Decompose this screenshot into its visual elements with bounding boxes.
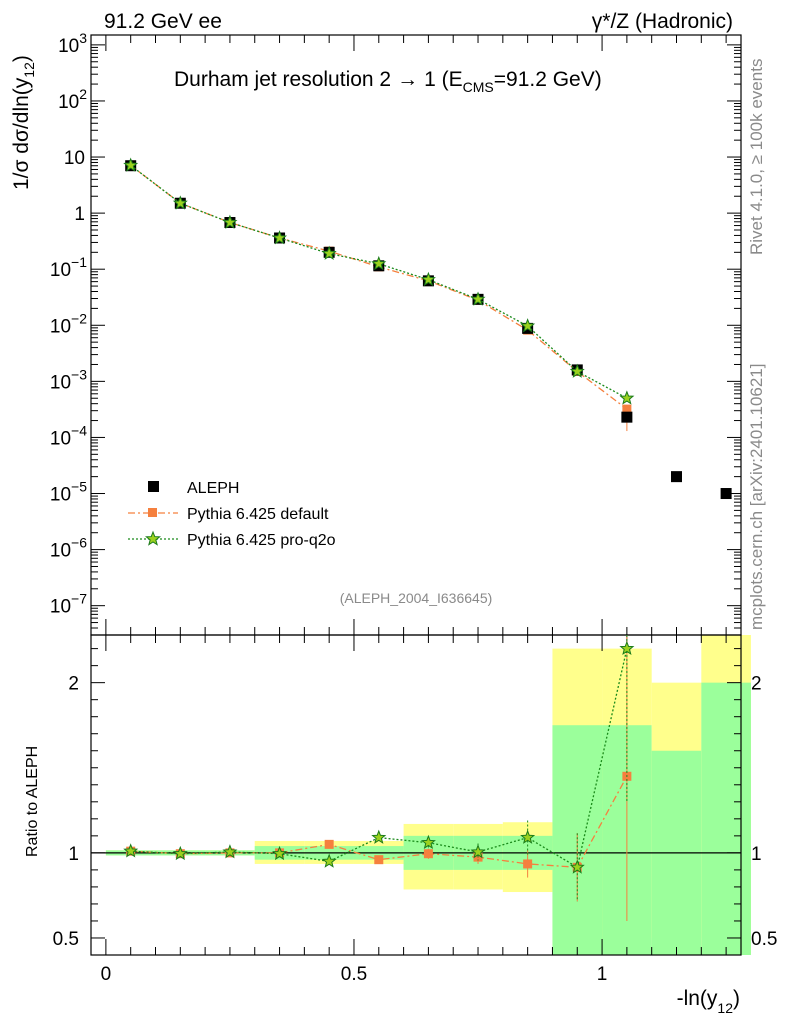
proq2o-point: [172, 195, 188, 210]
proq2o-point: [619, 390, 635, 405]
ratio-band-inner: [701, 682, 751, 955]
ratio-y-tick-label: 2: [68, 674, 79, 695]
x-tick-label: 0: [101, 964, 112, 985]
ratio-y-tick-label: 0.5: [751, 929, 777, 950]
ratio-proq2o-point: [619, 640, 635, 655]
legend-proq2o-marker: [145, 530, 161, 546]
ratio-y-tick-label: 2: [751, 674, 762, 695]
ratio-y-tick-label: 1: [68, 844, 79, 865]
proq2o-point: [470, 291, 486, 306]
legend: ALEPH Pythia 6.425 default Pythia 6.425 …: [128, 480, 336, 549]
main-ylabel: 1/σ dσ/dln(y12): [10, 55, 37, 190]
ratio-ylabel: Ratio to ALEPH: [24, 746, 41, 857]
main-y-tick-label: 102: [58, 86, 87, 113]
ratio-default-point: [374, 855, 384, 865]
main-y-tick-label: 10−2: [50, 310, 87, 337]
x-axis-label: -ln(y12): [677, 987, 740, 1016]
main-y-tick-label: 10: [64, 148, 85, 169]
ratio-proq2o-point: [321, 853, 337, 868]
legend-aleph-marker: [148, 481, 159, 492]
ratio-proq2o-point: [420, 834, 436, 850]
proq2o-point: [222, 214, 238, 229]
ratio-proq2o-point: [569, 859, 585, 874]
ratio-default-point: [324, 839, 334, 849]
ratio-default-point: [523, 859, 533, 869]
ratio-proq2o-line: [130, 648, 628, 869]
ratio-frame: [90, 634, 742, 956]
header-right: γ*/Z (Hadronic): [592, 10, 733, 33]
x-tick-label: 0.5: [341, 964, 367, 985]
proq2o-point: [371, 255, 387, 271]
proq2o-point: [520, 318, 536, 333]
legend-default-label: Pythia 6.425 default: [187, 506, 329, 523]
proq2o-point: [321, 245, 337, 260]
ratio-proq2o-point: [520, 829, 536, 844]
ratio-proq2o-point: [123, 843, 139, 858]
legend-proq2o-label: Pythia 6.425 pro-q2o: [187, 532, 336, 549]
main-y-tick-label: 10−5: [50, 479, 87, 506]
aleph-point: [621, 411, 633, 423]
legend-aleph-label: ALEPH: [187, 480, 239, 497]
proq2o-point: [123, 157, 139, 172]
legend-default-marker: [148, 508, 157, 517]
ratio-proq2o-point: [222, 844, 238, 859]
series-proq2o-line: [130, 164, 628, 399]
ratio-proq2o-point: [272, 845, 288, 861]
rivet-label: Rivet 4.1.0, ≥ 100k events: [747, 59, 766, 255]
proq2o-point: [569, 363, 585, 378]
ratio-proq2o-point: [371, 829, 387, 844]
ratio-default-point: [423, 849, 433, 859]
main-y-tick-label: 10−4: [50, 422, 87, 449]
series-default-line: [130, 164, 628, 410]
main-y-tick-label: 10−6: [50, 535, 87, 562]
main-y-tick-label: 10−1: [50, 254, 87, 281]
mcplots-label: mcplots.cern.ch [arXiv:2401.10621]: [747, 364, 766, 630]
ratio-proq2o-point: [470, 844, 486, 859]
ratio-y-tick-label: 1: [751, 844, 762, 865]
main-y-tick-label: 10−3: [50, 366, 87, 393]
header-left: 91.2 GeV ee: [104, 10, 222, 33]
main-y-tick-label: 10−7: [50, 591, 87, 618]
main-y-tick-label: 1: [74, 204, 85, 225]
proq2o-point: [420, 271, 436, 287]
default-point: [622, 404, 632, 414]
aleph-point: [670, 471, 682, 483]
proq2o-point: [272, 230, 288, 245]
main-y-tick-label: 103: [58, 30, 87, 57]
analysis-label: (ALEPH_2004_I636645): [340, 590, 493, 606]
x-tick-label: 1: [597, 964, 608, 985]
ratio-y-tick-label: 0.5: [53, 929, 79, 950]
main-title: Durham jet resolution 2 → 1 (ECMS=91.2 GeV…: [174, 68, 602, 95]
aleph-point: [720, 488, 732, 500]
ratio-proq2o-point: [172, 845, 188, 861]
